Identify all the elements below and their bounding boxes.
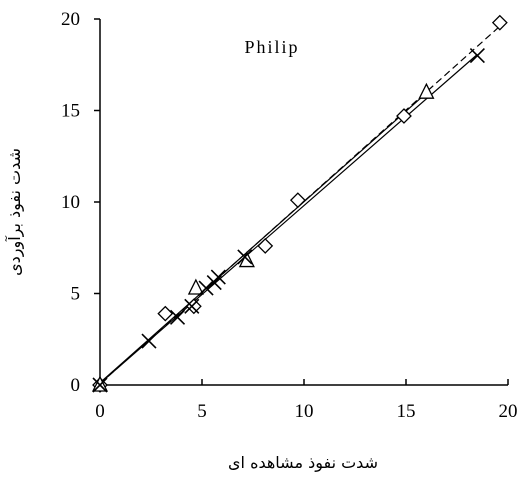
series-1-point <box>157 305 174 322</box>
series-1-point <box>257 238 274 254</box>
series-3-point <box>141 333 157 349</box>
series-2-point <box>187 278 204 295</box>
y-axis-title: شدت نفوذ برآوردی <box>5 148 25 276</box>
x-tick-label: 10 <box>295 401 314 422</box>
series-1-point <box>289 192 306 209</box>
x-tick-label: 0 <box>95 401 105 422</box>
series-3-point <box>210 269 226 285</box>
series-2-point <box>418 82 435 99</box>
series-3-point <box>237 249 253 265</box>
series-1-point <box>185 298 202 315</box>
series-1-point <box>396 108 412 124</box>
series-3-point <box>92 377 108 393</box>
chart-title: Philip <box>244 37 299 57</box>
y-tick-label: 15 <box>61 101 80 122</box>
series-3-point <box>169 309 186 325</box>
x-tick-label: 20 <box>499 401 518 422</box>
series-1-point <box>491 14 508 31</box>
series-3-point <box>469 48 485 64</box>
y-tick-label: 0 <box>71 375 81 396</box>
series-3-point <box>184 298 200 314</box>
data-points <box>91 14 508 393</box>
y-tick-label: 20 <box>61 9 80 30</box>
x-axis-title: شدت نفوذ مشاهده ای <box>228 453 378 473</box>
series-2-fit-line <box>99 92 427 384</box>
series-3-fit-line <box>99 53 478 384</box>
series-3-point <box>198 280 214 296</box>
y-tick-label: 5 <box>71 284 81 305</box>
axes <box>94 18 509 386</box>
x-tick-label: 5 <box>197 401 207 422</box>
x-tick-label: 15 <box>397 401 416 422</box>
y-tick-label: 10 <box>61 192 80 213</box>
axis-labels: 0 5 10 15 20 0 5 10 15 20 <box>61 9 518 422</box>
